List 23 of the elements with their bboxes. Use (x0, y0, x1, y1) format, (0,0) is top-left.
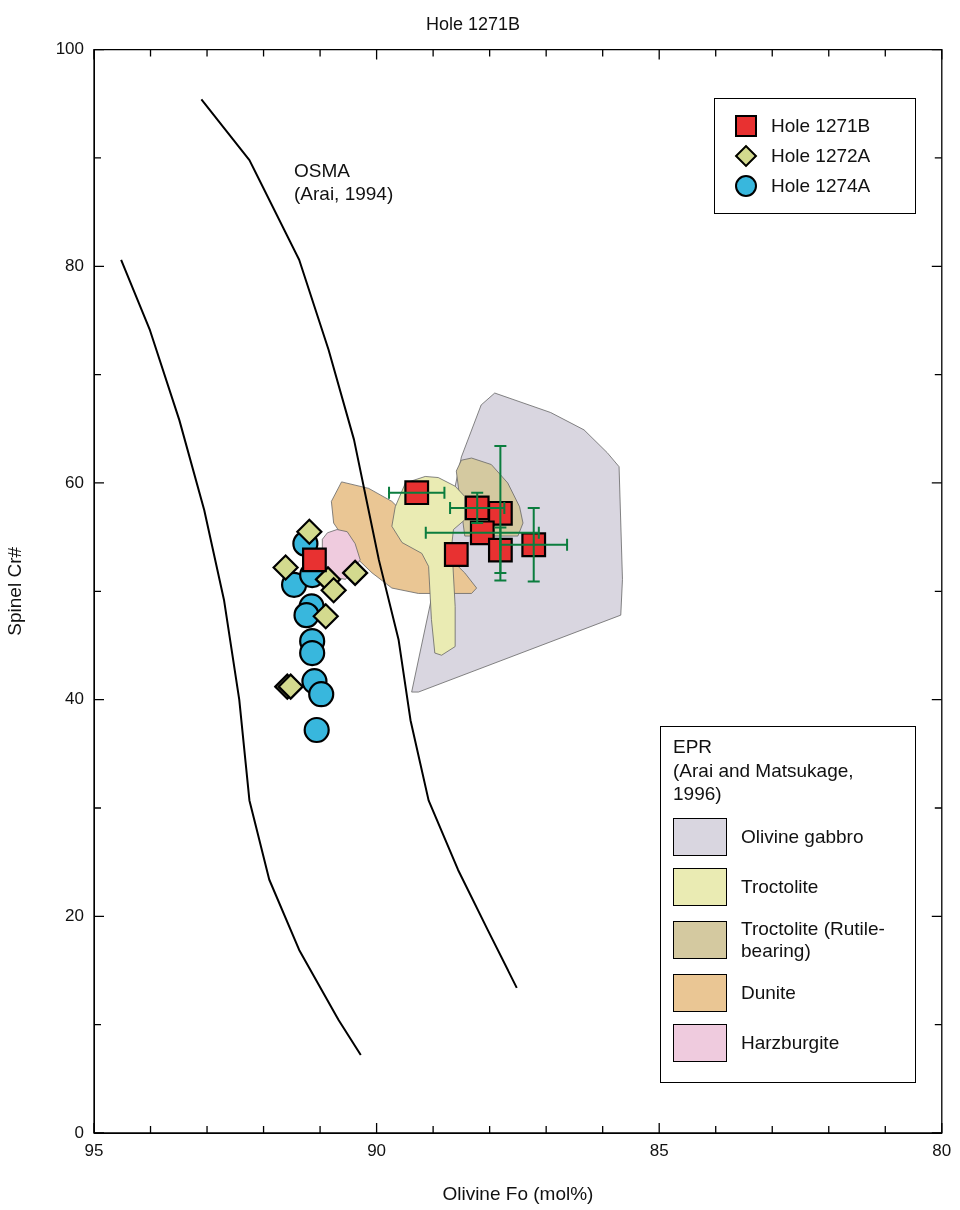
legend-label: Troctolite (741, 876, 820, 898)
legend-label: Hole 1271B (771, 115, 871, 137)
legend-label: Dunite (741, 982, 797, 1004)
legend-label: Harzburgite (741, 1032, 841, 1054)
legend-label: Troctolite (Rutile-bearing) (741, 918, 886, 962)
y-tick-label: 40 (65, 689, 84, 709)
y-tick-label: 20 (65, 906, 84, 926)
y-tick-label: 80 (65, 255, 84, 275)
x-tick-label: 80 (932, 1140, 952, 1160)
legend-label: Hole 1274A (771, 175, 871, 197)
x-tick-label: 95 (84, 1140, 104, 1160)
y-tick-label: 0 (74, 1122, 84, 1142)
x-tick-label: 85 (649, 1140, 669, 1160)
legend-title: EPR (Arai and Matsukage, 1996) (673, 734, 855, 806)
y-tick-label: 100 (55, 39, 84, 59)
legend-label: Hole 1272A (771, 145, 871, 167)
legend-label: Olivine gabbro (741, 826, 865, 848)
y-tick-label: 60 (65, 472, 84, 492)
chart-title: Hole 1271B (425, 13, 521, 34)
y-axis-title: Spinel Cr# (3, 546, 25, 636)
annotation: OSMA (Arai, 1994) (294, 160, 394, 205)
x-axis-title: Olivine Fo (mol%) (442, 1182, 594, 1204)
x-tick-label: 90 (367, 1140, 387, 1160)
